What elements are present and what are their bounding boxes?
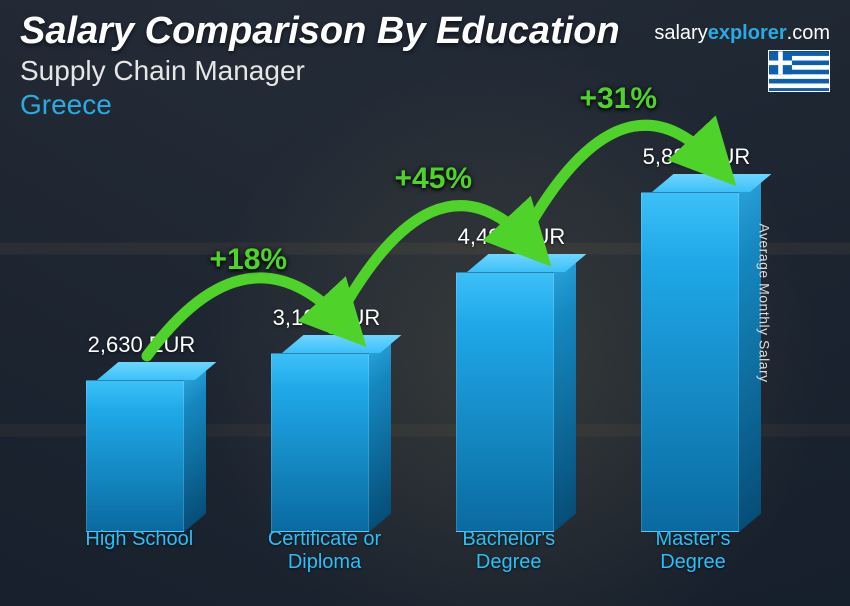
country-label: Greece bbox=[20, 89, 830, 121]
salary-bar-chart: 2,630 EURHigh School 3,100 EURCertificat… bbox=[60, 152, 800, 572]
country-flag-icon bbox=[768, 50, 830, 92]
increase-label: +45% bbox=[395, 162, 473, 196]
job-subtitle: Supply Chain Manager bbox=[20, 55, 830, 87]
increase-label: +18% bbox=[210, 243, 288, 277]
increase-label: +31% bbox=[580, 82, 658, 116]
brand-part2: explorer bbox=[708, 22, 787, 44]
brand-suffix: .com bbox=[787, 22, 830, 44]
y-axis-label: Average Monthly Salary bbox=[756, 223, 772, 382]
brand-part1: salary bbox=[654, 22, 707, 44]
brand-logo: salaryexplorer.com bbox=[654, 22, 830, 45]
increase-arc bbox=[60, 152, 800, 572]
